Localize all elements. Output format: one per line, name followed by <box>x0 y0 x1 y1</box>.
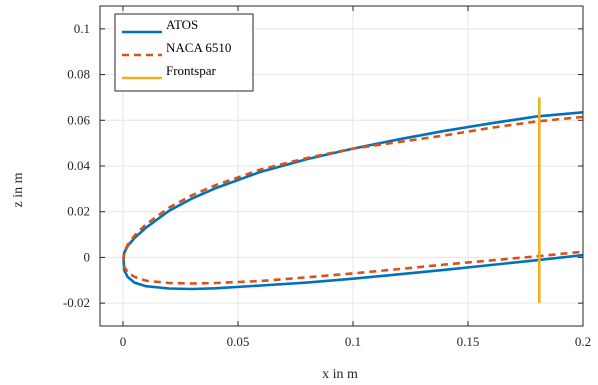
x-tick-label: 0.15 <box>457 334 480 349</box>
legend-label: NACA 6510 <box>166 40 231 55</box>
y-tick-label: 0.1 <box>74 21 90 36</box>
legend: ATOS NACA 6510 Frontspar <box>114 13 254 92</box>
series-line-naca-6510 <box>122 115 584 285</box>
y-tick-label: 0.04 <box>67 158 90 173</box>
legend-label: ATOS <box>166 17 198 32</box>
y-tick-label: 0 <box>84 249 91 264</box>
y-axis-label: z in m <box>11 172 26 207</box>
y-tick-label: -0.02 <box>63 295 90 310</box>
chart-series <box>122 97 584 304</box>
x-axis-ticks: 0 0.05 0.1 0.15 0.2 <box>120 6 591 349</box>
y-tick-label: 0.08 <box>67 67 90 82</box>
x-tick-label: 0.2 <box>575 334 591 349</box>
x-tick-label: 0.05 <box>227 334 250 349</box>
x-tick-label: 0 <box>120 334 127 349</box>
y-tick-label: 0.02 <box>67 204 90 219</box>
y-axis-ticks: -0.02 0 0.02 0.04 0.06 0.08 0.1 <box>63 21 583 310</box>
y-tick-label: 0.06 <box>67 112 90 127</box>
x-axis-label: x in m <box>322 367 358 382</box>
legend-label: Frontspar <box>166 63 217 78</box>
x-tick-label: 0.1 <box>345 334 361 349</box>
